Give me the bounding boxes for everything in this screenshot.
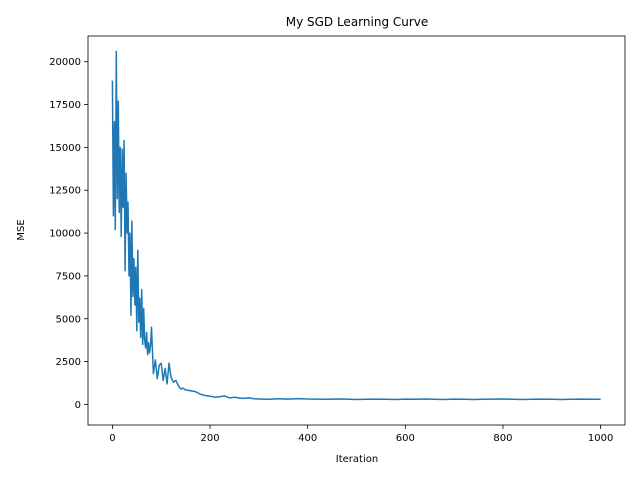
x-axis-label: Iteration: [336, 454, 378, 465]
y-tick-label: 12500: [49, 186, 81, 197]
x-tick-label: 200: [200, 433, 219, 444]
y-tick-label: 20000: [49, 57, 81, 68]
chart-title: My SGD Learning Curve: [286, 15, 429, 29]
y-axis-label: MSE: [16, 219, 27, 240]
axes-frame: [87, 35, 626, 426]
x-tick-label: 0: [109, 433, 115, 444]
plot-area: 0 200 400 600 800 100002500500075001000012500…: [49, 35, 626, 444]
y-tick-label: 7500: [56, 271, 81, 282]
x-tick-label: 400: [298, 433, 317, 444]
series-line-0: [111, 50, 601, 401]
y-tick-label: 15000: [49, 143, 81, 154]
y-tick-label: 5000: [56, 314, 81, 325]
y-tick-label: 2500: [56, 357, 81, 368]
x-tick-label: 800: [493, 433, 512, 444]
y-tick-label: 10000: [49, 229, 81, 240]
y-tick-label: 0: [75, 400, 81, 411]
y-tick-label: 17500: [49, 100, 81, 111]
x-tick-label: 1000: [588, 433, 613, 444]
x-tick-label: 600: [396, 433, 415, 444]
